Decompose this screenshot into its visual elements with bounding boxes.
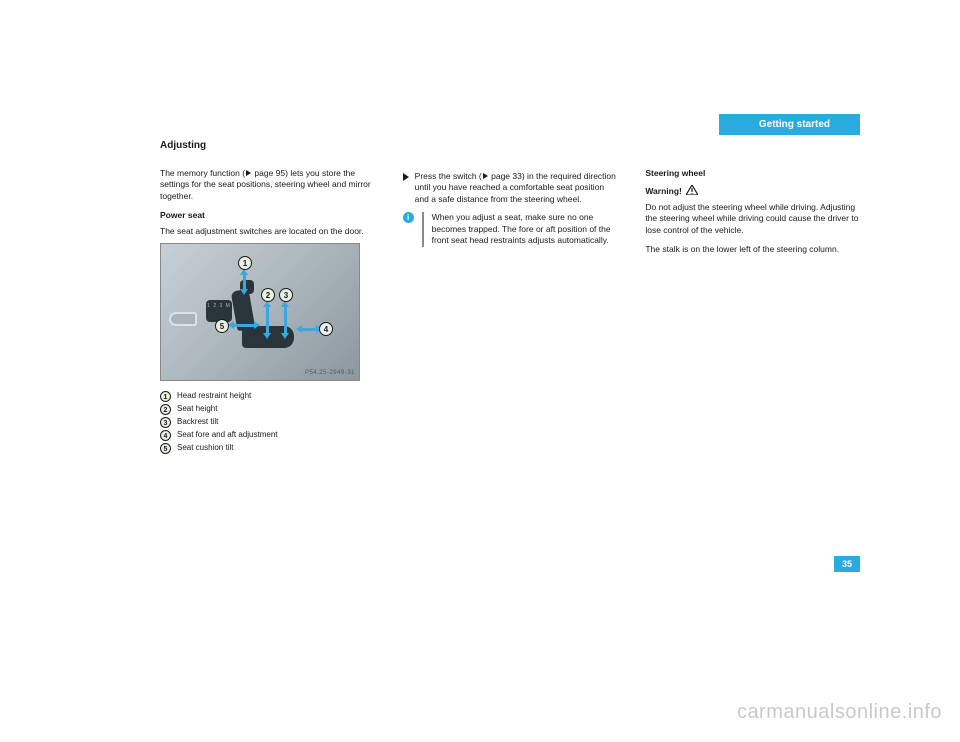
warning-triangle-icon <box>686 185 698 195</box>
legend-num: 5 <box>160 443 171 454</box>
legend-num: 2 <box>160 404 171 415</box>
info-bar <box>422 212 424 246</box>
legend-row: 1 Head restraint height <box>160 391 375 402</box>
legend-row: 4 Seat fore and aft adjustment <box>160 430 375 441</box>
page-ref-arrow-icon <box>483 173 488 179</box>
column-2: Press the switch ( page 33) in the requi… <box>403 168 618 456</box>
legend-row: 2 Seat height <box>160 404 375 415</box>
page-ref-arrow-icon <box>246 170 251 176</box>
instruction-item: Press the switch ( page 33) in the requi… <box>403 171 618 205</box>
callout-1: 1 <box>238 256 252 270</box>
manual-page: Getting started Adjusting The memory fun… <box>140 110 880 620</box>
warning-label-text: Warning! <box>645 186 682 196</box>
legend-num: 1 <box>160 391 171 402</box>
figure-legend: 1 Head restraint height 2 Seat height 3 … <box>160 391 375 454</box>
info-text: When you adjust a seat, make sure no one… <box>432 212 618 246</box>
legend-text: Backrest tilt <box>177 417 218 428</box>
seat-control-figure: 1 2 3 M 1 2 3 4 5 P54.25-2949-31 <box>160 243 360 381</box>
power-seat-text: The seat adjustment switches are located… <box>160 226 375 237</box>
legend-row: 5 Seat cushion tilt <box>160 443 375 454</box>
memory-function-text: The memory function ( page 95) lets you … <box>160 168 375 202</box>
power-seat-heading: Power seat <box>160 210 375 221</box>
text-fragment: Press the switch ( <box>415 171 482 181</box>
door-handle-shape <box>169 312 197 326</box>
warning-text: Do not adjust the steering wheel while d… <box>645 202 860 236</box>
arrow-4 <box>301 328 317 331</box>
watermark: carmanualsonline.info <box>737 701 942 724</box>
arrow-1 <box>243 274 246 290</box>
steering-wheel-heading: Steering wheel <box>645 168 860 179</box>
text-fragment: The memory function ( <box>160 168 245 178</box>
legend-row: 3 Backrest tilt <box>160 417 375 428</box>
callout-4: 4 <box>319 322 333 336</box>
section-tab-text: Getting started <box>759 119 830 130</box>
content-columns: The memory function ( page 95) lets you … <box>160 168 860 456</box>
page-number: 35 <box>842 559 852 569</box>
figure-label: P54.25-2949-31 <box>305 369 355 377</box>
info-icon: i <box>403 212 414 223</box>
legend-num: 4 <box>160 430 171 441</box>
legend-num: 3 <box>160 417 171 428</box>
arrow-2 <box>266 306 269 334</box>
legend-text: Seat fore and aft adjustment <box>177 430 278 441</box>
legend-text: Seat height <box>177 404 217 415</box>
arrow-3 <box>284 306 287 334</box>
column-3: Steering wheel Warning! Do not adjust th… <box>645 168 860 456</box>
page-reference: page 95 <box>254 168 285 178</box>
page-header: Adjusting <box>160 140 206 151</box>
section-tab: Getting started <box>719 114 860 135</box>
page-reference: page 33 <box>491 171 522 181</box>
bullet-triangle-icon <box>403 173 409 181</box>
column-1: The memory function ( page 95) lets you … <box>160 168 375 456</box>
warning-label: Warning! <box>645 185 860 197</box>
page-number-tab: 35 <box>834 556 860 572</box>
steering-tail-text: The stalk is on the lower left of the st… <box>645 244 860 255</box>
legend-text: Head restraint height <box>177 391 251 402</box>
info-block: i When you adjust a seat, make sure no o… <box>403 208 618 246</box>
arrow-5 <box>233 324 255 327</box>
legend-text: Seat cushion tilt <box>177 443 233 454</box>
instruction-text: Press the switch ( page 33) in the requi… <box>415 171 618 205</box>
